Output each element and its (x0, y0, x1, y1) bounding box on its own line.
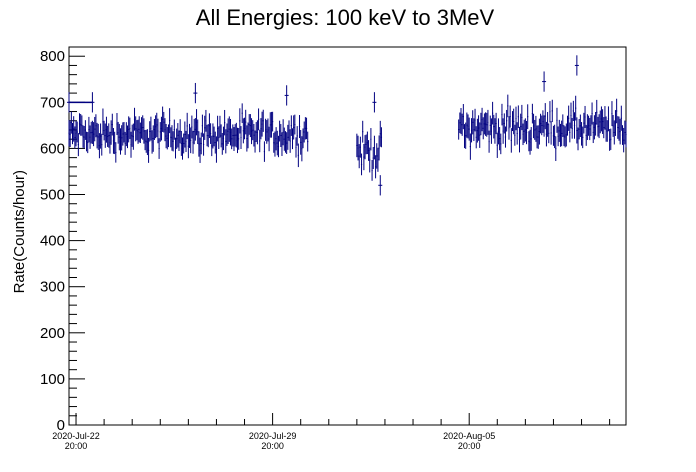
y-tick-label: 600 (40, 140, 65, 157)
x-tick-time: 20:00 (458, 441, 481, 451)
y-tick-label: 300 (40, 279, 65, 296)
chart-title: All Energies: 100 keV to 3MeV (196, 5, 495, 30)
y-axis: 0 100 200 300 400 500 600 700 800 (40, 48, 85, 434)
x-tick-time: 20:00 (65, 441, 88, 451)
x-tick-date: 2020-Jul-29 (249, 431, 297, 441)
y-tick-label: 100 (40, 371, 65, 388)
data-points (67, 55, 627, 196)
x-tick-date: 2020-Aug-05 (443, 431, 495, 441)
y-tick-label: 500 (40, 187, 65, 204)
x-tick-date: 2020-Jul-22 (52, 431, 100, 441)
y-tick-label: 800 (40, 48, 65, 65)
plot-frame (68, 46, 627, 426)
y-tick-label: 200 (40, 325, 65, 342)
y-tick-label: 700 (40, 94, 65, 111)
y-tick-label: 400 (40, 233, 65, 250)
x-tick-time: 20:00 (261, 441, 284, 451)
y-axis-label: Rate(Counts/hour) (11, 170, 28, 293)
x-axis: 2020-Jul-2220:002020-Jul-2920:002020-Aug… (52, 413, 611, 451)
y-tick-label: 0 (57, 417, 65, 434)
